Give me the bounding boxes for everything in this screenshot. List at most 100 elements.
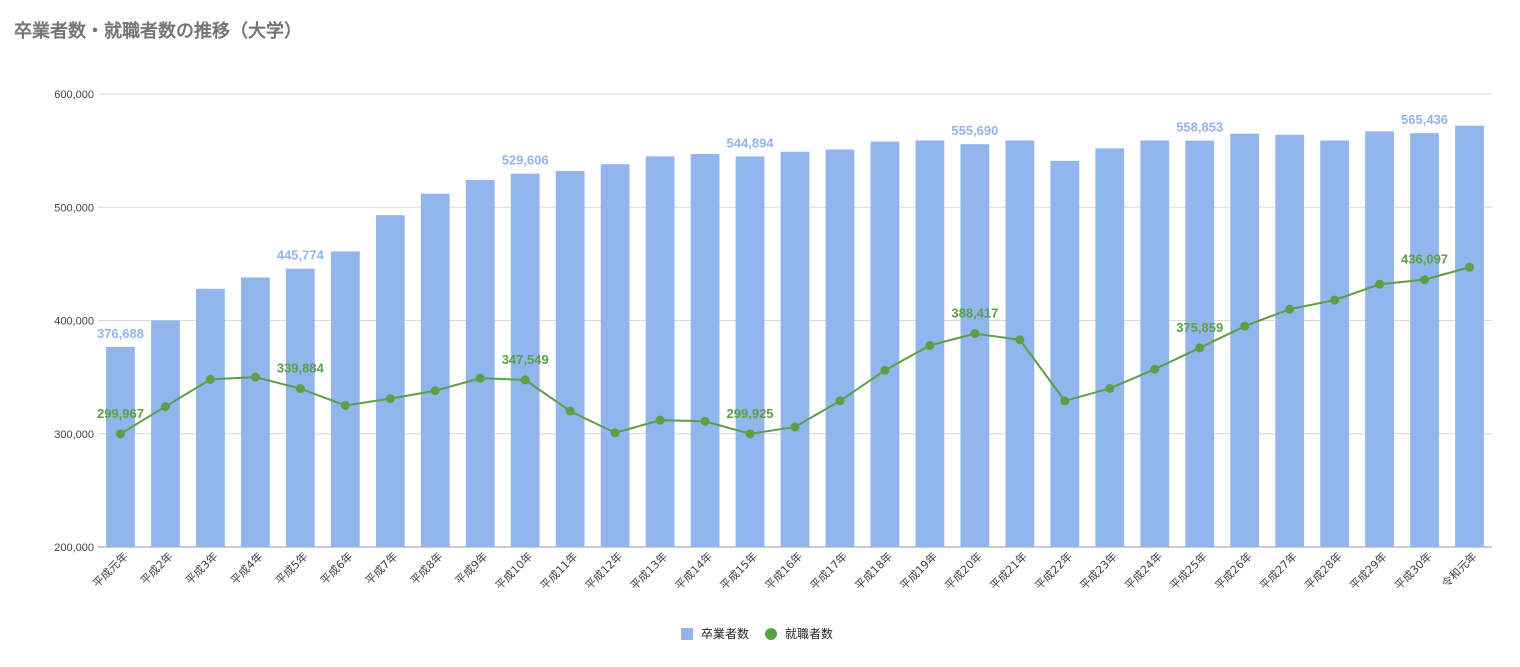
line-data-label: 299,967 [97, 406, 144, 421]
x-tick-label: 平成22年 [1032, 549, 1075, 592]
x-tick-label: 平成13年 [627, 549, 670, 592]
bar [106, 346, 135, 547]
line-data-label: 436,097 [1401, 252, 1448, 267]
bar [1320, 140, 1350, 547]
x-tick-label: 平成6年 [317, 549, 355, 587]
x-tick-label: 平成29年 [1347, 549, 1390, 592]
x-tick-label: 平成12年 [582, 549, 625, 592]
x-tick-label: 平成19年 [897, 549, 940, 592]
bar [375, 215, 405, 548]
line-point [610, 428, 620, 438]
line-point [970, 329, 980, 339]
x-tick-label: 平成21年 [987, 549, 1030, 592]
line-point [385, 394, 395, 404]
line-point [700, 416, 710, 426]
legend-swatch-line [765, 628, 777, 640]
legend-swatch-bar [681, 628, 693, 640]
line-point [565, 406, 575, 416]
bar [645, 156, 675, 547]
line-point [295, 384, 305, 394]
bar-data-label: 558,853 [1176, 120, 1223, 135]
y-tick-label: 300,000 [54, 429, 94, 441]
x-tick-label: 平成18年 [852, 549, 895, 592]
line-point [1105, 383, 1115, 393]
x-tick-label: 平成26年 [1212, 549, 1255, 592]
x-tick-label: 平成8年 [407, 549, 445, 587]
bar [1230, 133, 1260, 547]
bar [735, 156, 765, 548]
line-data-label: 375,859 [1176, 320, 1223, 335]
line-point [250, 372, 260, 382]
bar [780, 151, 810, 547]
x-tick-label: 平成7年 [362, 549, 400, 587]
line-data-label: 339,884 [277, 361, 325, 376]
bar [1365, 131, 1394, 547]
bar-data-label: 555,690 [951, 123, 998, 138]
line-data-label: 388,417 [951, 306, 998, 321]
x-tick-label: 平成11年 [537, 549, 580, 592]
x-tick-label: 平成25年 [1167, 549, 1210, 592]
line-point [160, 402, 170, 412]
line-point [835, 396, 845, 406]
x-tick-label: 平成20年 [942, 549, 985, 592]
chart-title: 卒業者数・就職者数の推移（大学） [14, 21, 302, 42]
x-tick-label: 平成16年 [762, 549, 805, 592]
bar [825, 149, 855, 547]
bar [465, 180, 495, 547]
bar [555, 171, 585, 547]
bar [330, 251, 360, 548]
line-point [1150, 364, 1160, 374]
bar [1410, 133, 1439, 547]
bar [1140, 140, 1170, 547]
line-point [745, 429, 755, 439]
x-tick-label: 平成15年 [717, 549, 760, 592]
y-tick-label: 400,000 [54, 316, 94, 328]
bar-data-label: 529,606 [502, 153, 549, 168]
x-tick-label: 平成4年 [227, 549, 265, 587]
line-point [520, 375, 530, 385]
line-point [790, 422, 800, 432]
bar [151, 320, 180, 547]
bar [510, 173, 540, 548]
x-tick-label: 平成14年 [672, 549, 715, 592]
x-tick-label: 令和元年 [1439, 549, 1480, 590]
line-point [1330, 295, 1340, 305]
bar [285, 268, 315, 547]
x-tick-label: 平成17年 [807, 549, 850, 592]
bar [240, 277, 270, 547]
x-tick-label: 平成9年 [452, 549, 490, 587]
line-point [1465, 262, 1475, 272]
bar [1050, 160, 1080, 547]
bar [1455, 125, 1484, 548]
x-tick-label: 平成元年 [90, 549, 131, 590]
line-point [1240, 321, 1250, 331]
bar-data-label: 544,894 [727, 135, 775, 150]
x-tick-label: 平成27年 [1257, 549, 1300, 592]
x-tick-label: 平成5年 [272, 549, 310, 587]
line-point [1375, 279, 1385, 289]
line-point [1060, 396, 1070, 406]
line-point [1285, 304, 1295, 314]
bar [960, 144, 990, 547]
line-point [925, 340, 935, 350]
legend-label: 卒業者数 [701, 626, 749, 641]
x-tick-label: 平成3年 [182, 549, 220, 587]
bar [690, 154, 720, 547]
bar-data-label: 565,436 [1401, 112, 1448, 127]
line-data-label: 299,925 [727, 406, 774, 421]
line-point [340, 400, 350, 410]
y-tick-label: 500,000 [54, 202, 94, 214]
x-tick-label: 平成28年 [1302, 549, 1345, 592]
line-point [1015, 335, 1025, 345]
line-point [880, 365, 890, 375]
line-point [115, 429, 125, 439]
legend-label: 就職者数 [785, 626, 833, 641]
x-tick-label: 平成2年 [137, 549, 175, 587]
line-point [655, 415, 665, 425]
bar [600, 164, 630, 547]
x-tick-label: 平成10年 [492, 549, 535, 592]
bar-data-label: 445,774 [277, 248, 325, 263]
line-point [475, 373, 485, 383]
